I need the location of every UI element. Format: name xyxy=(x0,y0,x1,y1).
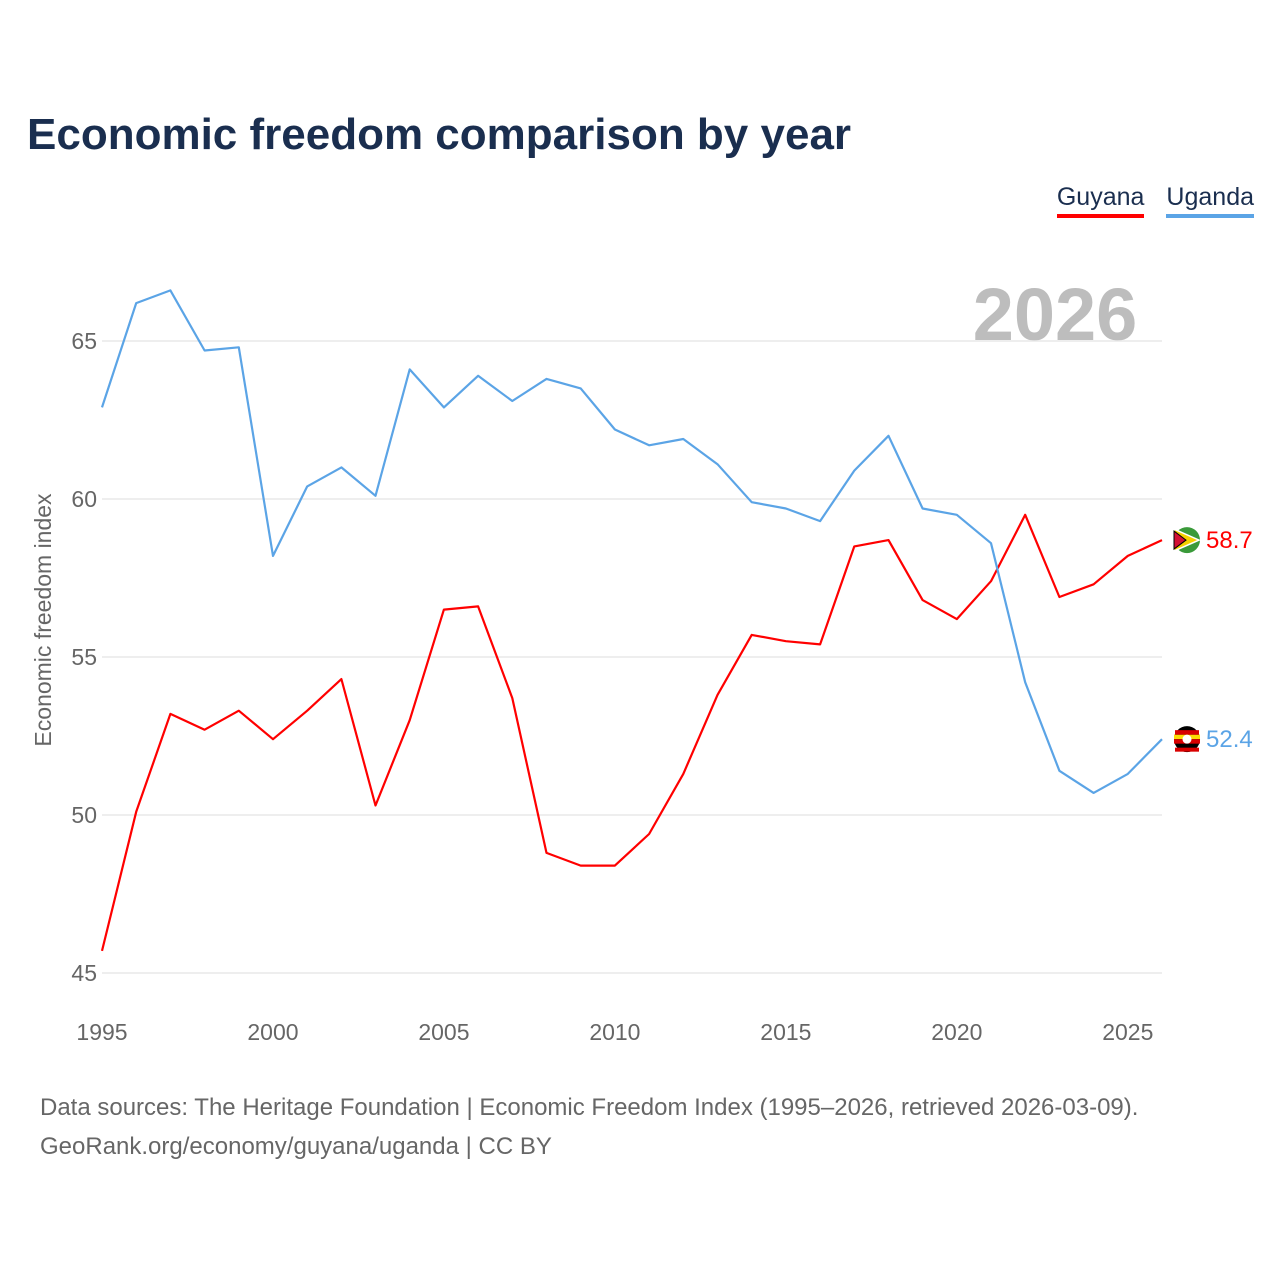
x-tick-label: 2000 xyxy=(247,1019,298,1045)
series-line-uganda xyxy=(100,289,1163,794)
flag-uganda-stripe xyxy=(1175,747,1199,752)
y-tick-label: 60 xyxy=(71,486,97,512)
x-tick-label: 2015 xyxy=(760,1019,811,1045)
flag-uganda-stripe xyxy=(1175,730,1199,735)
flag-guyana-triangle xyxy=(1173,530,1187,551)
footer: Data sources: The Heritage Foundation | … xyxy=(40,1088,1138,1166)
x-tick-label: 2005 xyxy=(418,1019,469,1045)
legend: Guyana Uganda xyxy=(1056,183,1254,218)
chart-title: Economic freedom comparison by year xyxy=(27,110,852,159)
y-tick-label: 65 xyxy=(71,328,97,354)
flag-uganda-emblem xyxy=(1182,734,1192,744)
y-axis-title: Economic freedom index xyxy=(30,493,56,747)
x-tick-label: 2025 xyxy=(1102,1019,1153,1045)
end-value-label-uganda: 52.4 xyxy=(1206,726,1253,753)
y-tick-label: 45 xyxy=(71,960,97,986)
end-value-label-guyana: 58.7 xyxy=(1206,527,1253,554)
legend-uganda[interactable]: Uganda xyxy=(1166,183,1254,218)
x-tick-label: 1995 xyxy=(76,1019,127,1045)
x-tick-label: 2020 xyxy=(931,1019,982,1045)
credit-line: GeoRank.org/economy/guyana/uganda | CC B… xyxy=(40,1133,552,1160)
y-tick-label: 55 xyxy=(71,644,97,670)
source-line: Data sources: The Heritage Foundation | … xyxy=(40,1094,1139,1121)
y-tick-label: 50 xyxy=(71,802,97,828)
legend-guyana[interactable]: Guyana xyxy=(1056,183,1145,218)
x-tick-label: 2010 xyxy=(589,1019,640,1045)
year-watermark: 2026 xyxy=(973,273,1138,356)
series-line-guyana xyxy=(100,513,1163,952)
